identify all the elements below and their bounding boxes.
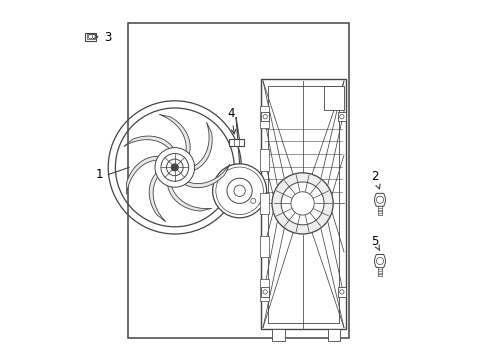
Bar <box>338 112 346 121</box>
Bar <box>87 34 95 39</box>
Polygon shape <box>123 136 176 154</box>
Polygon shape <box>159 114 190 160</box>
Circle shape <box>281 182 324 225</box>
Bar <box>261 279 270 301</box>
Bar <box>338 287 346 297</box>
Bar <box>261 112 269 121</box>
Circle shape <box>155 148 195 187</box>
Circle shape <box>272 173 333 234</box>
Polygon shape <box>168 179 212 211</box>
Circle shape <box>171 164 178 171</box>
Text: 1: 1 <box>95 168 103 181</box>
Bar <box>261 287 269 297</box>
Polygon shape <box>374 193 386 206</box>
Bar <box>261 149 270 171</box>
Text: 4: 4 <box>227 107 236 134</box>
Circle shape <box>213 164 267 218</box>
Circle shape <box>234 185 245 197</box>
Circle shape <box>227 178 252 203</box>
Polygon shape <box>188 122 212 172</box>
Bar <box>378 267 382 276</box>
Polygon shape <box>374 255 386 267</box>
Bar <box>272 329 285 341</box>
Bar <box>378 206 382 215</box>
Circle shape <box>167 159 183 176</box>
Bar <box>328 329 341 341</box>
Bar <box>324 86 344 110</box>
Polygon shape <box>180 164 230 188</box>
Circle shape <box>161 153 189 181</box>
Text: 5: 5 <box>371 235 380 251</box>
Polygon shape <box>126 156 165 194</box>
Bar <box>229 139 244 146</box>
Text: 3: 3 <box>93 31 112 44</box>
Bar <box>85 33 97 41</box>
Text: 2: 2 <box>371 170 380 189</box>
Bar <box>261 106 270 128</box>
Polygon shape <box>149 169 166 222</box>
Bar <box>261 193 270 214</box>
Bar <box>261 236 270 257</box>
Bar <box>261 79 346 329</box>
Bar <box>128 23 349 338</box>
Circle shape <box>291 192 314 215</box>
Bar <box>268 86 339 323</box>
